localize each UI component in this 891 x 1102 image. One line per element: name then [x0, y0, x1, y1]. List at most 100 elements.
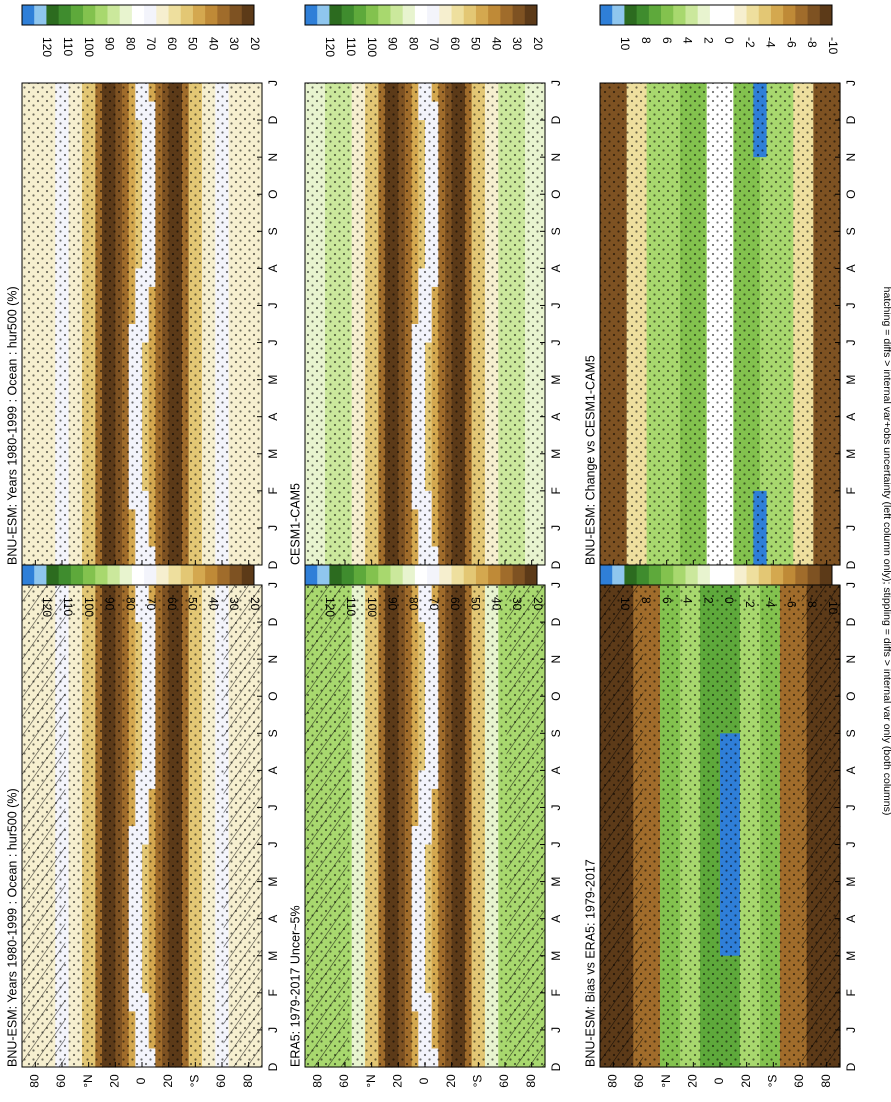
- panel-title: BNU-ESM: Change vs CESM1-CAM5: [583, 355, 597, 565]
- lat-tick-label: 20: [108, 1074, 122, 1088]
- month-tick-label: D: [266, 115, 280, 124]
- lat-tick-label: 20: [161, 1074, 175, 1088]
- month-tick-label: M: [266, 449, 280, 459]
- lat-tick-label: °N: [81, 1074, 95, 1087]
- lat-tick-label: 80: [241, 1074, 255, 1088]
- hatching-overlay: [223, 585, 262, 1067]
- month-tick-label: A: [266, 766, 280, 774]
- lat-tick-label: 80: [524, 1074, 538, 1088]
- month-tick-label: M: [844, 449, 858, 459]
- month-tick-label: D: [844, 115, 858, 124]
- month-tick-label: J: [266, 582, 280, 588]
- heatmap-panel: DJFMAMJJASONDJ8060°N20020°S6080BNU-ESM: …: [583, 80, 858, 586]
- month-tick-label: O: [266, 692, 280, 701]
- month-tick-label: O: [549, 190, 563, 199]
- month-tick-label: D: [549, 560, 563, 569]
- month-tick-label: N: [549, 153, 563, 162]
- stippling-overlay: [22, 83, 262, 565]
- month-tick-label: A: [844, 413, 858, 421]
- month-tick-label: J: [844, 80, 858, 86]
- month-tick-label: S: [844, 227, 858, 235]
- month-tick-label: J: [266, 302, 280, 308]
- month-tick-label: J: [844, 525, 858, 531]
- lat-tick-label: 60: [337, 1074, 351, 1088]
- lat-tick-label: 20: [391, 1074, 405, 1088]
- stippling-overlay: [600, 83, 840, 565]
- month-tick-label: F: [549, 989, 563, 996]
- month-tick-label: J: [549, 804, 563, 810]
- month-tick-label: O: [266, 190, 280, 199]
- month-tick-label: D: [266, 617, 280, 626]
- month-tick-label: J: [266, 80, 280, 86]
- lat-tick-label: 60: [54, 1074, 68, 1088]
- month-tick-label: M: [266, 375, 280, 385]
- lat-tick-label: 80: [28, 1074, 42, 1088]
- month-tick-label: A: [549, 413, 563, 421]
- hatching-overlay: [305, 585, 349, 1067]
- month-tick-label: F: [549, 487, 563, 494]
- month-tick-label: J: [549, 302, 563, 308]
- month-tick-label: M: [844, 375, 858, 385]
- panel-title: ERA5: 1979-2017 Uncer~5%: [288, 905, 302, 1067]
- month-tick-label: F: [266, 989, 280, 996]
- month-tick-label: A: [844, 264, 858, 272]
- panel-title: BNU-ESM: Years 1980-1999 : Ocean : hur50…: [5, 286, 19, 565]
- lat-tick-label: 60: [214, 1074, 228, 1088]
- panel-title: CESM1-CAM5: [288, 483, 302, 565]
- month-tick-label: D: [266, 560, 280, 569]
- month-tick-label: J: [549, 525, 563, 531]
- month-tick-label: J: [266, 1027, 280, 1033]
- lat-tick-label: 80: [311, 1074, 325, 1088]
- lat-tick-label: 60: [497, 1074, 511, 1088]
- month-tick-label: D: [549, 617, 563, 626]
- month-tick-label: A: [266, 915, 280, 923]
- lat-tick-label: °S: [471, 1075, 485, 1088]
- month-tick-label: J: [549, 340, 563, 346]
- month-tick-label: A: [266, 413, 280, 421]
- month-tick-label: J: [549, 582, 563, 588]
- month-tick-label: M: [266, 951, 280, 961]
- month-tick-label: J: [549, 842, 563, 848]
- month-tick-label: M: [549, 877, 563, 887]
- month-tick-label: M: [549, 951, 563, 961]
- month-tick-label: J: [844, 302, 858, 308]
- heatmap-panel: DJFMAMJJASONDJ8060°N20020°S6080CESM1-CAM…: [288, 80, 563, 586]
- month-tick-label: O: [549, 692, 563, 701]
- month-tick-label: N: [549, 655, 563, 664]
- month-tick-label: N: [266, 655, 280, 664]
- month-tick-label: D: [549, 115, 563, 124]
- month-tick-label: O: [844, 190, 858, 199]
- month-tick-label: D: [549, 1062, 563, 1071]
- month-tick-label: S: [549, 729, 563, 737]
- month-tick-label: M: [549, 449, 563, 459]
- month-tick-label: J: [266, 525, 280, 531]
- month-tick-label: J: [549, 1027, 563, 1033]
- month-tick-label: N: [266, 153, 280, 162]
- month-tick-label: J: [844, 340, 858, 346]
- month-tick-label: F: [266, 487, 280, 494]
- month-tick-label: J: [549, 80, 563, 86]
- month-tick-label: S: [266, 227, 280, 235]
- month-tick-label: S: [266, 729, 280, 737]
- hatching-overlay: [22, 585, 66, 1067]
- lat-tick-label: °S: [188, 1075, 202, 1088]
- month-tick-label: D: [266, 1062, 280, 1071]
- month-tick-label: A: [549, 264, 563, 272]
- month-tick-label: D: [844, 560, 858, 569]
- month-tick-label: J: [266, 340, 280, 346]
- month-tick-label: A: [266, 264, 280, 272]
- lat-tick-label: 0: [134, 1077, 148, 1084]
- month-tick-label: F: [844, 487, 858, 494]
- panel-title: BNU-ESM: Years 1980-1999 : Ocean : hur50…: [5, 788, 19, 1067]
- heatmap-panel: DJFMAMJJASONDJ8060°N20020°S6080BNU-ESM: …: [5, 80, 280, 586]
- month-tick-label: A: [549, 766, 563, 774]
- hatching-overlay: [506, 585, 545, 1067]
- stippling-overlay: [305, 83, 545, 565]
- lat-tick-label: 20: [444, 1074, 458, 1088]
- month-tick-label: J: [266, 804, 280, 810]
- month-tick-label: J: [266, 842, 280, 848]
